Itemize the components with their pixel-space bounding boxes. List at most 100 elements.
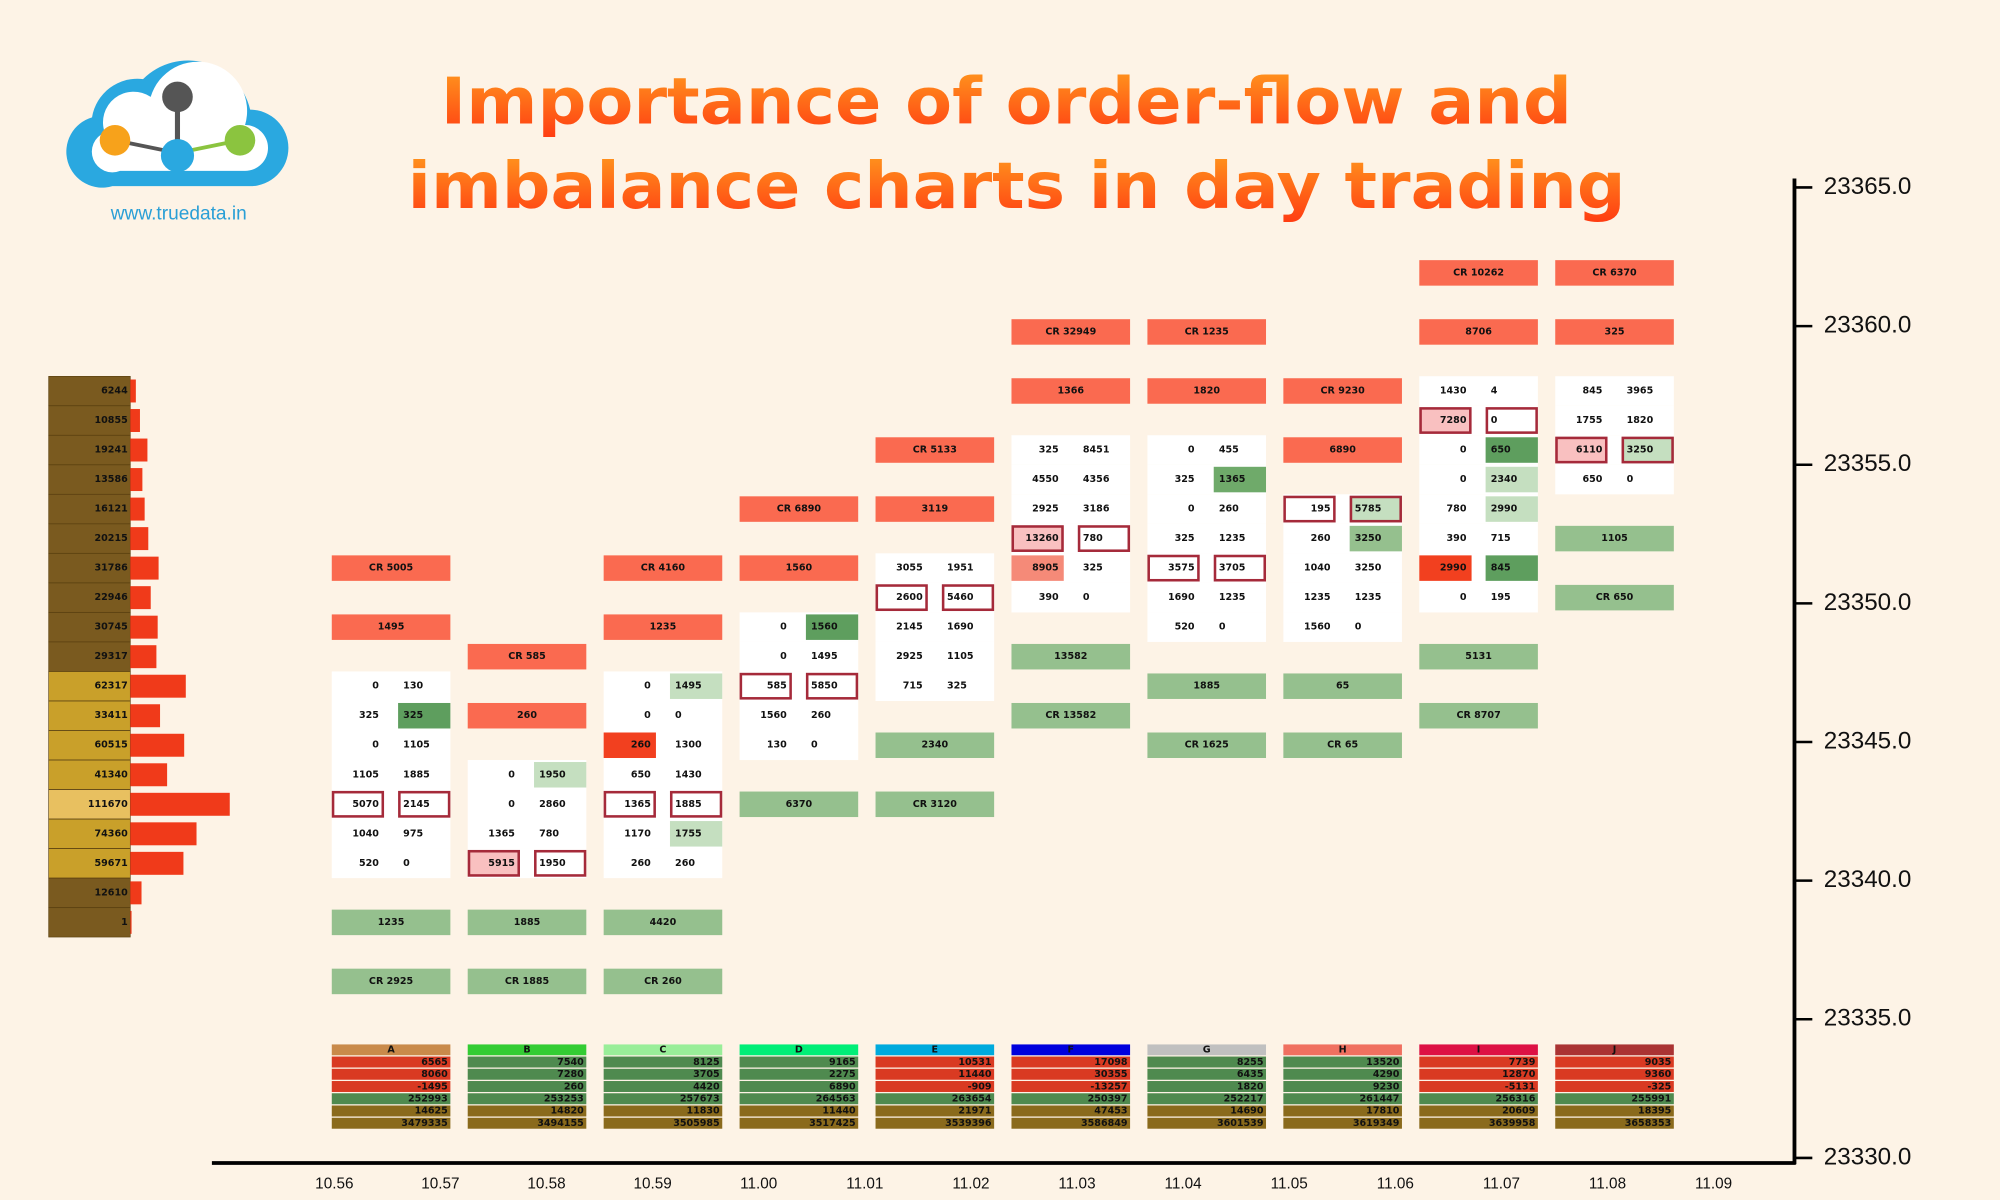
profile-row <box>48 523 131 554</box>
bid-value: 195 <box>1311 504 1331 515</box>
level-label: CR 650 <box>1596 592 1634 603</box>
ask-value: 780 <box>1083 533 1103 544</box>
bid-value: 0 <box>1188 445 1195 456</box>
stat-row <box>467 1081 587 1092</box>
stat-row <box>1011 1093 1131 1105</box>
bid-value: 1365 <box>624 799 651 810</box>
level-bar <box>331 555 451 581</box>
column-header <box>1419 1044 1538 1056</box>
profile-label: 13586 <box>95 474 129 485</box>
stat-row <box>739 1056 859 1068</box>
stat-row <box>1283 1068 1402 1080</box>
bid-fill <box>1011 555 1064 581</box>
level-bar <box>1011 643 1131 670</box>
level-bar <box>1555 525 1674 552</box>
stat-value: 11440 <box>822 1106 856 1117</box>
ask-value: 1235 <box>1219 533 1246 544</box>
level-label: 260 <box>517 710 537 721</box>
profile-bar <box>130 704 161 728</box>
level-bar <box>603 968 723 995</box>
stat-row <box>1283 1117 1402 1129</box>
stat-value: 6435 <box>1237 1069 1264 1080</box>
stat-row <box>739 1093 859 1105</box>
bid-fill <box>603 732 656 759</box>
stat-value: 7280 <box>557 1069 584 1080</box>
stat-row <box>603 1056 723 1068</box>
website: www.truedata.in <box>110 203 247 224</box>
profile-bar <box>130 379 136 403</box>
profile-bar <box>130 822 197 846</box>
bid-value: 2600 <box>896 592 923 603</box>
imbalance-box <box>1011 525 1064 552</box>
bid-value: 1105 <box>352 769 379 780</box>
ask-value: 325 <box>947 681 967 692</box>
ask-value: 845 <box>1491 563 1511 574</box>
stat-row <box>603 1068 723 1080</box>
cell-bg <box>875 671 995 701</box>
cell-bg <box>1147 494 1267 524</box>
level-label: 1495 <box>378 622 405 633</box>
stat-value: 3517425 <box>809 1118 856 1129</box>
column-name: D <box>795 1045 803 1056</box>
x-tick-label: 11.05 <box>1271 1176 1308 1193</box>
cell-bg <box>331 848 451 879</box>
imbalance-box <box>1419 407 1472 434</box>
stat-value: 7540 <box>557 1057 584 1068</box>
ask-value: 975 <box>403 828 423 839</box>
ask-fill <box>805 614 859 640</box>
ask-value: 1951 <box>947 563 974 574</box>
bid-value: 1560 <box>760 710 787 721</box>
bid-value: 325 <box>1175 474 1195 485</box>
column-name: H <box>1339 1045 1347 1056</box>
stat-row <box>875 1081 995 1092</box>
level-bar <box>1011 319 1131 345</box>
level-label: 4420 <box>650 917 677 928</box>
stat-row <box>1555 1081 1674 1092</box>
bid-value: 390 <box>1447 533 1467 544</box>
ask-value: 1495 <box>675 681 702 692</box>
level-bar <box>1555 584 1674 611</box>
stat-row <box>1147 1093 1267 1105</box>
ask-value: 1235 <box>1219 592 1246 603</box>
ask-value: 1820 <box>1627 415 1654 426</box>
bid-value: 0 <box>1188 504 1195 515</box>
profile-row <box>48 553 131 584</box>
bid-fill <box>1419 407 1472 434</box>
stat-value: 256316 <box>1495 1094 1535 1105</box>
stat-row <box>603 1117 723 1129</box>
stat-value: 14625 <box>415 1106 448 1117</box>
stat-row <box>875 1056 995 1068</box>
cell-bg <box>1419 376 1538 406</box>
stat-value: 252217 <box>1224 1094 1264 1105</box>
stat-value: 264563 <box>816 1094 856 1105</box>
y-tick-label: 23340.0 <box>1824 866 1912 893</box>
imbalance-box <box>1147 554 1200 582</box>
imbalance-box <box>398 790 451 818</box>
profile-bar <box>130 527 149 551</box>
cell-bg <box>739 641 859 672</box>
column-header <box>467 1044 587 1056</box>
level-label: 1105 <box>1601 533 1628 544</box>
stat-value: 18395 <box>1638 1106 1671 1117</box>
stat-row <box>1147 1117 1267 1129</box>
stat-value: 3505985 <box>673 1118 720 1129</box>
column-header <box>603 1044 723 1056</box>
bid-value: 715 <box>903 681 923 692</box>
stat-value: 17098 <box>1094 1057 1128 1068</box>
bid-value: 1430 <box>1440 385 1467 396</box>
profile-label: 12610 <box>95 887 129 898</box>
bid-value: 2925 <box>1032 504 1059 515</box>
ask-value: 1950 <box>539 769 566 780</box>
cell-bg <box>875 612 995 642</box>
stat-row <box>1419 1081 1538 1092</box>
ask-value: 0 <box>811 740 818 751</box>
title-line: Importance of order-flow and <box>441 66 1572 140</box>
ask-value: 3250 <box>1627 445 1654 456</box>
cell-bg <box>739 700 859 731</box>
stat-value: 10531 <box>958 1057 991 1068</box>
level-label: CR 6890 <box>777 504 822 515</box>
stat-row <box>1011 1081 1131 1092</box>
stat-value: -325 <box>1647 1081 1671 1092</box>
